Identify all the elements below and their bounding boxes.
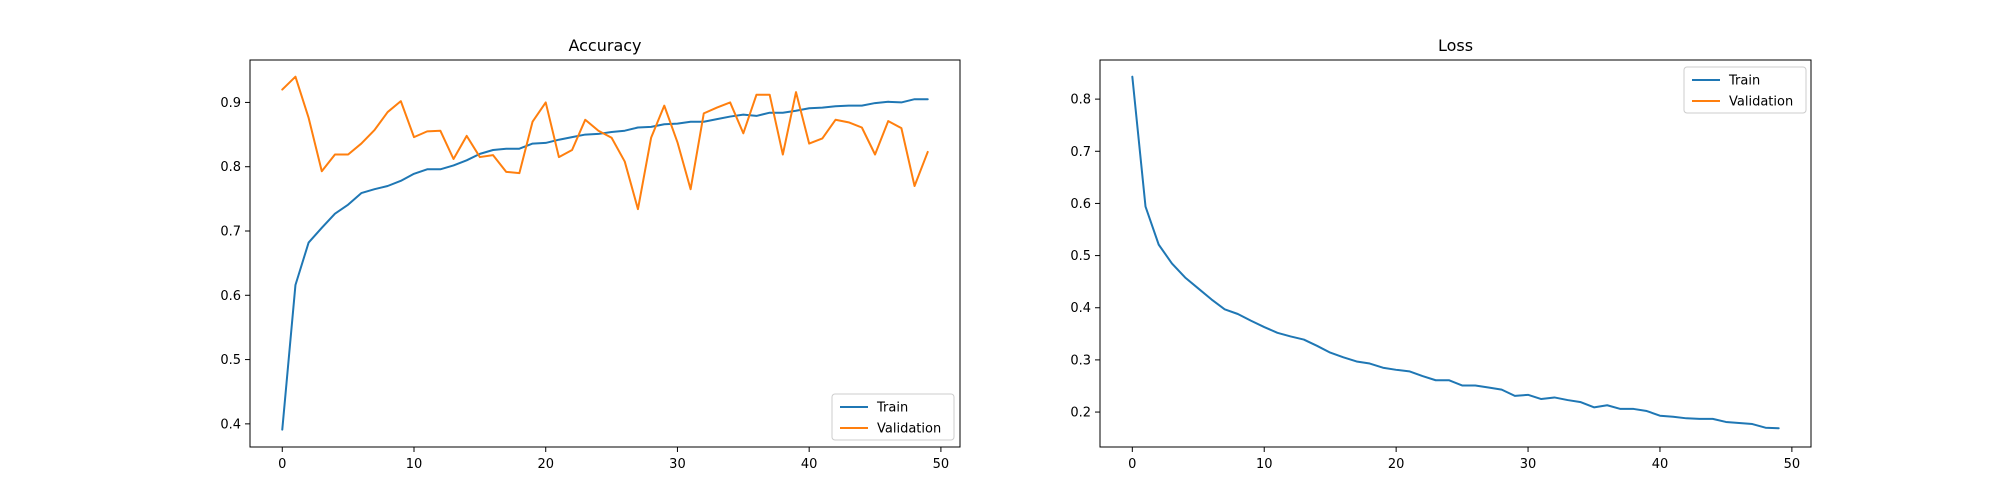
loss-y-tick-label: 0.5 (1070, 249, 1091, 264)
loss-y-axis: 0.2 0.3 0.4 0.5 0.6 0.7 0.8 (1070, 93, 1100, 421)
loss-chart-title: Loss (1438, 36, 1473, 55)
accuracy-y-axis: 0.4 0.5 0.6 0.7 0.8 0.9 (220, 96, 250, 432)
loss-y-tick-label: 0.8 (1070, 93, 1091, 108)
accuracy-x-tick-label: 20 (537, 457, 554, 472)
loss-x-tick-label: 10 (1256, 457, 1273, 472)
loss-y-tick-label: 0.3 (1070, 353, 1091, 368)
accuracy-legend: Train Validation (831, 393, 955, 441)
accuracy-x-tick-label: 10 (406, 457, 423, 472)
loss-legend-label-train: Train (1728, 74, 1760, 89)
loss-plot-frame (1099, 59, 1812, 448)
accuracy-x-tick-label: 40 (801, 457, 818, 472)
loss-x-tick-label: 0 (1128, 457, 1136, 472)
loss-legend-label-validation: Validation (1729, 95, 1793, 110)
accuracy-plot-frame (249, 59, 961, 448)
loss-y-tick-label: 0.6 (1070, 197, 1091, 212)
accuracy-y-tick-label: 0.7 (220, 225, 241, 240)
accuracy-x-tick-label: 50 (933, 457, 950, 472)
loss-x-tick-label: 20 (1388, 457, 1405, 472)
accuracy-y-tick-label: 0.8 (220, 160, 241, 175)
accuracy-x-tick-label: 30 (669, 457, 686, 472)
loss-y-tick-label: 0.7 (1070, 145, 1091, 160)
loss-x-axis: 0 10 20 30 40 50 (1128, 447, 1800, 472)
loss-y-tick-label: 0.2 (1070, 406, 1091, 421)
loss-x-tick-label: 50 (1784, 457, 1801, 472)
accuracy-legend-label-train: Train (876, 401, 908, 416)
accuracy-y-tick-label: 0.4 (220, 417, 241, 432)
loss-x-tick-label: 40 (1652, 457, 1669, 472)
loss-y-tick-label: 0.4 (1070, 301, 1091, 316)
loss-chart: Loss 0 10 20 30 40 50 0.2 0.3 0.4 0.5 0.6 0.7 0.8 T… (1070, 36, 1812, 472)
loss-x-tick-label: 30 (1520, 457, 1537, 472)
accuracy-series-lines (281, 75, 929, 431)
loss-series-train (1131, 75, 1780, 430)
accuracy-chart-title: Accuracy (568, 36, 641, 55)
loss-series-lines (1131, 75, 1780, 430)
accuracy-x-axis: 0 10 20 30 40 50 (278, 447, 949, 472)
loss-legend: Train Validation (1683, 66, 1807, 114)
accuracy-series-validation (281, 75, 929, 211)
accuracy-x-tick-label: 0 (278, 457, 286, 472)
accuracy-series-train (281, 98, 929, 431)
accuracy-y-tick-label: 0.6 (220, 289, 241, 304)
accuracy-y-tick-label: 0.9 (220, 96, 241, 111)
accuracy-y-tick-label: 0.5 (220, 353, 241, 368)
accuracy-chart: Accuracy 0 10 20 30 40 50 0.40.50.60.70.80.9 … (220, 36, 961, 472)
accuracy-legend-label-validation: Validation (877, 422, 941, 437)
